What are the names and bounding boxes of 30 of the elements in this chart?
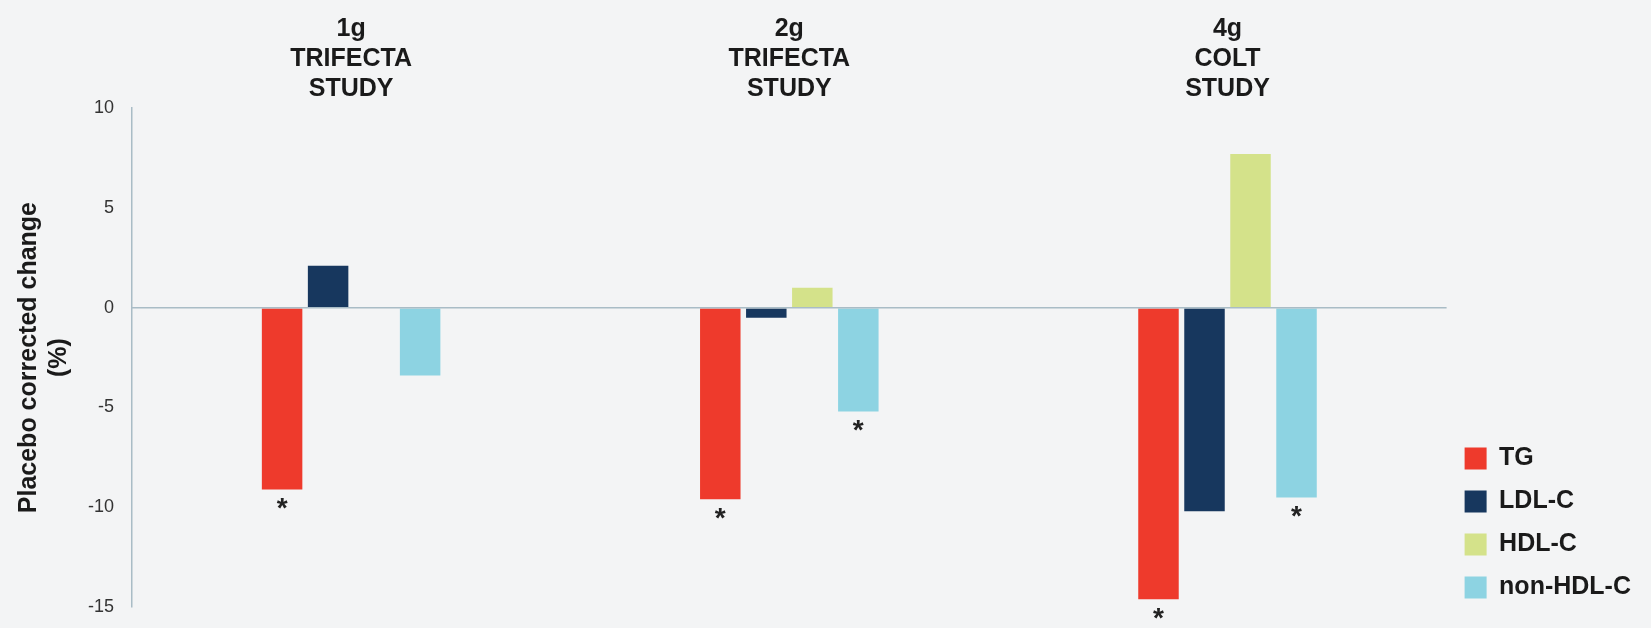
bar bbox=[792, 287, 833, 307]
y-axis-title: Placebo corrected change (%) bbox=[12, 201, 71, 514]
x-tick-label: 1g TRIFECTA STUDY bbox=[290, 12, 412, 101]
data-label: * bbox=[852, 414, 864, 446]
x-tick-label: 2g TRIFECTA STUDY bbox=[728, 12, 851, 101]
y-tick-label: 0 bbox=[104, 296, 115, 317]
y-tick-label: 10 bbox=[93, 96, 115, 117]
bar bbox=[700, 308, 741, 500]
bar bbox=[1230, 153, 1271, 307]
bar bbox=[1276, 308, 1317, 498]
legend-label: TG bbox=[1499, 442, 1534, 471]
bar bbox=[746, 308, 787, 318]
legend-label: non-HDL-C bbox=[1499, 571, 1632, 600]
legend-label: HDL-C bbox=[1499, 528, 1577, 557]
data-label: * bbox=[1291, 500, 1303, 532]
y-tick-label: -10 bbox=[88, 496, 115, 517]
data-label: * bbox=[276, 492, 288, 524]
bar bbox=[1184, 308, 1225, 512]
y-tick-label: -15 bbox=[88, 596, 115, 617]
data-label: * bbox=[714, 502, 726, 534]
bar bbox=[399, 308, 441, 376]
y-tick-label: 5 bbox=[104, 196, 115, 217]
bar bbox=[307, 265, 349, 307]
x-tick-label: 4g COLT STUDY bbox=[1185, 12, 1271, 101]
data-label: * bbox=[1153, 601, 1165, 628]
bar bbox=[1138, 308, 1179, 600]
bar bbox=[261, 308, 303, 490]
legend-label: LDL-C bbox=[1499, 485, 1575, 514]
bar bbox=[838, 308, 879, 412]
y-tick-label: -5 bbox=[98, 396, 115, 417]
